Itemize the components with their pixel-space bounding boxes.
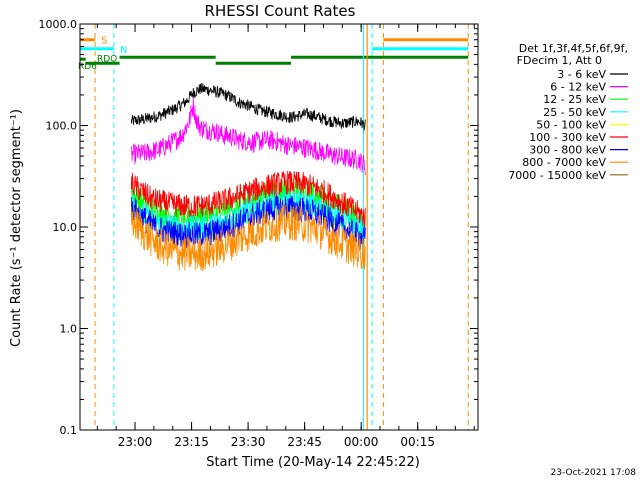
attenuator-state-label: S xyxy=(101,36,107,47)
x-tick-label: 23:45 xyxy=(287,435,322,449)
legend-entry-label: 12 - 25 keV xyxy=(543,93,606,106)
x-tick-label: 23:15 xyxy=(174,435,209,449)
legend-entry-label: 3 - 6 keV xyxy=(557,68,606,81)
series-line-25-50-kev xyxy=(130,188,366,245)
y-tick-label: 10.0 xyxy=(53,221,78,234)
legend-entry-label: 50 - 100 keV xyxy=(536,118,606,131)
plot-clipped-group xyxy=(80,24,469,430)
legend: Det 1f,3f,4f,5f,6f,9f,FDecim 1, Att 03 -… xyxy=(508,42,628,182)
legend-entry-label: 7000 - 15000 keV xyxy=(508,169,606,182)
series-line-100-300-kev xyxy=(130,170,366,228)
y-tick-label: 1000.0 xyxy=(39,18,78,31)
x-tick-label: 00:15 xyxy=(400,435,435,449)
decimation-state-label: RDO xyxy=(97,54,117,64)
chart-title: RHESSI Count Rates xyxy=(205,2,356,20)
series-line-6-12-kev xyxy=(130,97,366,176)
series-line-3-6-kev xyxy=(130,82,366,131)
legend-header-line: FDecim 1, Att 0 xyxy=(517,54,602,67)
x-axis-label: Start Time (20-May-14 22:45:22) xyxy=(206,455,420,470)
x-tick-label: 23:30 xyxy=(231,435,266,449)
legend-entry-label: 100 - 300 keV xyxy=(529,131,606,144)
decimation-state-label: RD6 xyxy=(78,62,97,72)
generated-timestamp: 23-Oct-2021 17:08 xyxy=(551,468,637,478)
y-tick-label: 0.1 xyxy=(60,424,78,437)
y-tick-label: 100.0 xyxy=(46,120,78,133)
night-state-label: N xyxy=(120,45,127,56)
series-line-300-800-kev xyxy=(130,195,366,249)
legend-entry-label: 300 - 800 keV xyxy=(529,144,606,157)
legend-entry-label: 800 - 7000 keV xyxy=(522,156,606,169)
legend-header-line: Det 1f,3f,4f,5f,6f,9f, xyxy=(519,42,628,55)
y-axis-label: Count Rate (s⁻¹ detector segment⁻¹) xyxy=(9,109,24,347)
series-line-800-7000-kev xyxy=(130,204,366,272)
y-tick-label: 1.0 xyxy=(60,323,78,336)
legend-entry-label: 25 - 50 keV xyxy=(543,106,606,119)
legend-entry-label: 6 - 12 keV xyxy=(550,81,606,94)
x-tick-label: 00:00 xyxy=(344,435,379,449)
x-tick-label: 23:00 xyxy=(118,435,153,449)
